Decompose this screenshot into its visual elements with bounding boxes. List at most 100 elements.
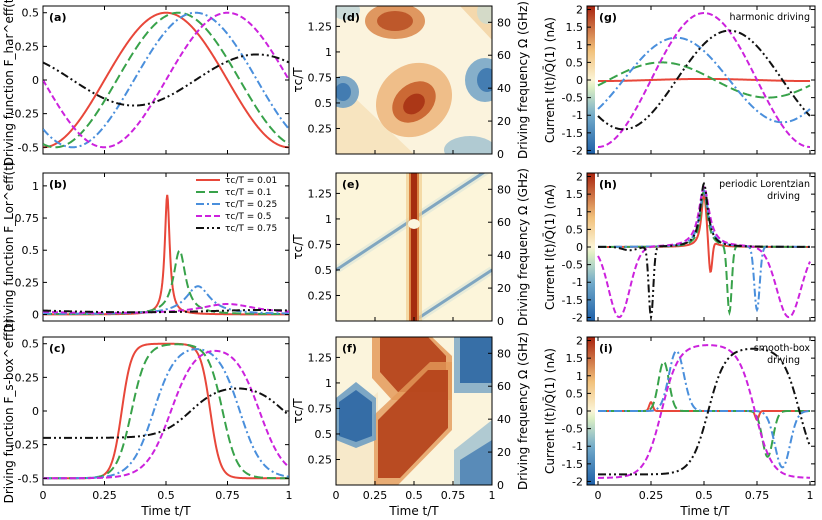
y2-tick-label: 40 xyxy=(497,249,511,262)
y-tick-label: 0.25 xyxy=(308,453,333,466)
y-tick-label: 0.75 xyxy=(308,71,333,84)
ylabel-c: Driving function F_s-box^eff(t) xyxy=(2,319,16,504)
heatmap-f xyxy=(336,337,492,485)
y-tick-label: 0.25 xyxy=(15,371,40,384)
y-tick-label: -1.5 xyxy=(562,127,583,140)
y-tick-label: 1.25 xyxy=(308,351,333,364)
x-tick-label: 0 xyxy=(40,489,47,502)
series-line-2 xyxy=(598,360,810,458)
y2-tick-label: 0 xyxy=(497,479,504,492)
heatmap-e xyxy=(336,173,492,321)
y-tick-label: 0 xyxy=(32,74,39,87)
y-tick-label: -0.5 xyxy=(18,141,39,154)
legend-label-1: τc/T = 0.01 xyxy=(225,176,277,186)
x-tick-label: 0.25 xyxy=(363,489,388,502)
panel-d: 0.25 0.5 0.75 1 1.25 0 20 40 60 80 (d) xyxy=(308,5,512,161)
series-line-3 xyxy=(43,348,289,480)
panel-a-label: (a) xyxy=(49,11,66,24)
series-line-3 xyxy=(43,285,289,315)
y-tick-label: 0.5 xyxy=(22,244,40,257)
panel-c-curves xyxy=(43,342,289,480)
y-tick-label: -1 xyxy=(572,440,583,453)
series-line-5 xyxy=(43,387,289,439)
x-tick-label: 0.75 xyxy=(441,489,466,502)
x-tick-label: 0.25 xyxy=(639,489,664,502)
y2-tick-label: 60 xyxy=(497,380,511,393)
legend-label-3: τc/T = 0.25 xyxy=(225,200,277,210)
x-tick-label: 1 xyxy=(807,489,814,502)
panel-g: -2 -1.5 -1 -0.5 0 0.5 1 1.5 2 (g) harmonic drivi… xyxy=(562,4,816,157)
xlabel-col3: Time t/T xyxy=(679,504,730,518)
panel-e: 0.25 0.5 0.75 1 1.25 0 20 40 60 80 (e) xyxy=(308,172,511,328)
ylabel-i: Current I(t)/Q̄(1) (nA) xyxy=(543,348,557,474)
x-tick-label: 1 xyxy=(489,489,496,502)
series-line-1 xyxy=(598,191,810,274)
y-tick-label: 2 xyxy=(576,171,583,184)
legend-label-2: τc/T = 0.1 xyxy=(225,188,271,198)
annotation-i-line2: driving xyxy=(767,355,800,366)
series-line-2 xyxy=(43,11,289,149)
series-line-5 xyxy=(43,53,289,107)
y2-tick-label: 20 xyxy=(497,446,511,459)
y-tick-label: 1.5 xyxy=(566,21,584,34)
y-tick-label: -2 xyxy=(572,311,583,324)
ylabel-a: Driving function F_har^eff(t) xyxy=(2,0,16,166)
annotation-i-line1: smooth-box xyxy=(754,343,811,354)
y2-tick-label: 60 xyxy=(497,49,511,62)
y-tick-label: 0.5 xyxy=(315,97,333,110)
panel-h-label: (h) xyxy=(599,178,617,191)
y-tick-label: 0.5 xyxy=(566,387,584,400)
y2-tick-label: 20 xyxy=(497,282,511,295)
panel-f-label: (f) xyxy=(342,342,357,355)
ylabel-e: τc/T xyxy=(291,234,305,260)
panel-b-ticks: 0 0.25 0.5 0.75 1 xyxy=(15,173,290,322)
panel-c-ticks: 0 0.25 0.5 0.75 1 -0.5 -0.25 0 0.25 0.5 xyxy=(11,337,293,502)
series-line-3 xyxy=(597,36,811,124)
x-tick-label: 0.5 xyxy=(695,489,713,502)
series-line-3 xyxy=(43,11,289,149)
series-line-5 xyxy=(43,309,289,314)
panel-h-curves xyxy=(597,181,811,321)
y-tick-label: -0.25 xyxy=(11,439,39,452)
y-tick-label: 2 xyxy=(576,4,583,17)
series-line-5 xyxy=(598,347,811,476)
y-tick-label: 0.25 xyxy=(308,122,333,135)
panel-d-ticks: 0.25 0.5 0.75 1 1.25 0 20 40 60 80 xyxy=(308,16,512,161)
y-tick-label: 1.5 xyxy=(566,188,584,201)
y2-tick-label: 40 xyxy=(497,82,511,95)
x-tick-label: 0.25 xyxy=(92,489,117,502)
series-line-1 xyxy=(43,11,289,149)
ylabel-b: Driving function F_Lor^eff(t) xyxy=(2,161,16,332)
y-tick-label: 1.5 xyxy=(566,352,584,365)
y2-tick-label: 20 xyxy=(497,115,511,128)
y-tick-label: 0 xyxy=(576,74,583,87)
panel-a-ticks: -0.5 -0.25 0 0.25 0.5 xyxy=(11,6,290,154)
y-tick-label: 0.5 xyxy=(22,7,40,20)
series-line-4 xyxy=(597,185,811,319)
panel-i-curves xyxy=(597,344,811,479)
y-tick-label: -0.5 xyxy=(562,259,583,272)
y-tick-label: 0.5 xyxy=(566,223,584,236)
ylabel-g: Current I(t)/Q̄(1) (nA) xyxy=(543,17,557,143)
series-line-1 xyxy=(598,77,810,83)
series-line-2 xyxy=(598,188,810,317)
panel-h-ticks: -2 -1.5 -1 -0.5 0 0.5 1 1.5 2 xyxy=(562,171,815,324)
y-tick-label: 1 xyxy=(325,213,332,226)
y-tick-label: 0.5 xyxy=(566,56,584,69)
annotation-g: harmonic driving xyxy=(730,12,810,23)
ylabel-f: τc/T xyxy=(291,398,305,424)
series-line-4 xyxy=(597,344,811,479)
series-line-4 xyxy=(43,11,289,149)
y-tick-label: 1 xyxy=(325,377,332,390)
panel-b-curves xyxy=(43,194,289,316)
legend-label-4: τc/T = 0.5 xyxy=(225,212,271,222)
panel-g-ticks: -2 -1.5 -1 -0.5 0 0.5 1 1.5 2 xyxy=(562,4,815,157)
y2-tick-label: 0 xyxy=(497,315,504,328)
series-line-2 xyxy=(43,343,289,480)
y-tick-label: 1.25 xyxy=(308,20,333,33)
xlabel-col1: Time t/T xyxy=(140,504,191,518)
y-tick-label: 0.25 xyxy=(15,276,40,289)
y-tick-label: -1 xyxy=(572,276,583,289)
